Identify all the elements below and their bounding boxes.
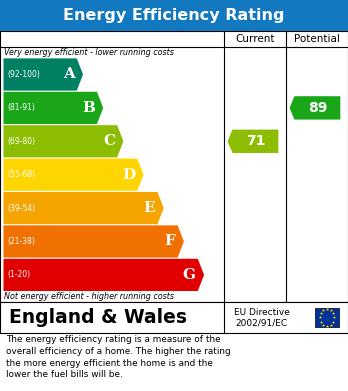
Polygon shape [3,125,124,158]
Text: (81-91): (81-91) [7,103,35,112]
Text: Potential: Potential [294,34,340,44]
Bar [315,307,339,328]
Text: (69-80): (69-80) [7,137,35,146]
Text: G: G [183,268,196,282]
Text: (1-20): (1-20) [7,270,30,280]
Text: EU Directive: EU Directive [234,308,290,317]
Polygon shape [3,192,164,224]
Text: Not energy efficient - higher running costs: Not energy efficient - higher running co… [4,292,174,301]
Polygon shape [3,259,204,291]
Text: 2002/91/EC: 2002/91/EC [236,319,288,328]
Text: F: F [165,235,175,248]
Text: A: A [63,68,75,81]
Polygon shape [3,225,184,258]
Text: Energy Efficiency Rating: Energy Efficiency Rating [63,8,285,23]
Polygon shape [290,96,340,120]
Text: (21-38): (21-38) [7,237,35,246]
Text: Very energy efficient - lower running costs: Very energy efficient - lower running co… [4,48,174,57]
Text: C: C [103,134,115,148]
Bar [0,302,348,333]
Text: Current: Current [235,34,275,44]
Bar [0,0,348,31]
Text: E: E [144,201,155,215]
Text: D: D [122,168,135,182]
Text: England & Wales: England & Wales [9,308,187,327]
Text: The energy efficiency rating is a measure of the
overall efficiency of a home. T: The energy efficiency rating is a measur… [6,335,231,380]
Bar [0,31,348,302]
Polygon shape [3,58,83,91]
Polygon shape [3,159,144,191]
Text: B: B [82,101,95,115]
Text: (39-54): (39-54) [7,204,35,213]
Polygon shape [3,92,103,124]
Text: 89: 89 [308,101,327,115]
Polygon shape [228,129,278,153]
Text: 71: 71 [246,134,265,148]
Text: (55-68): (55-68) [7,170,35,179]
Text: (92-100): (92-100) [7,70,40,79]
